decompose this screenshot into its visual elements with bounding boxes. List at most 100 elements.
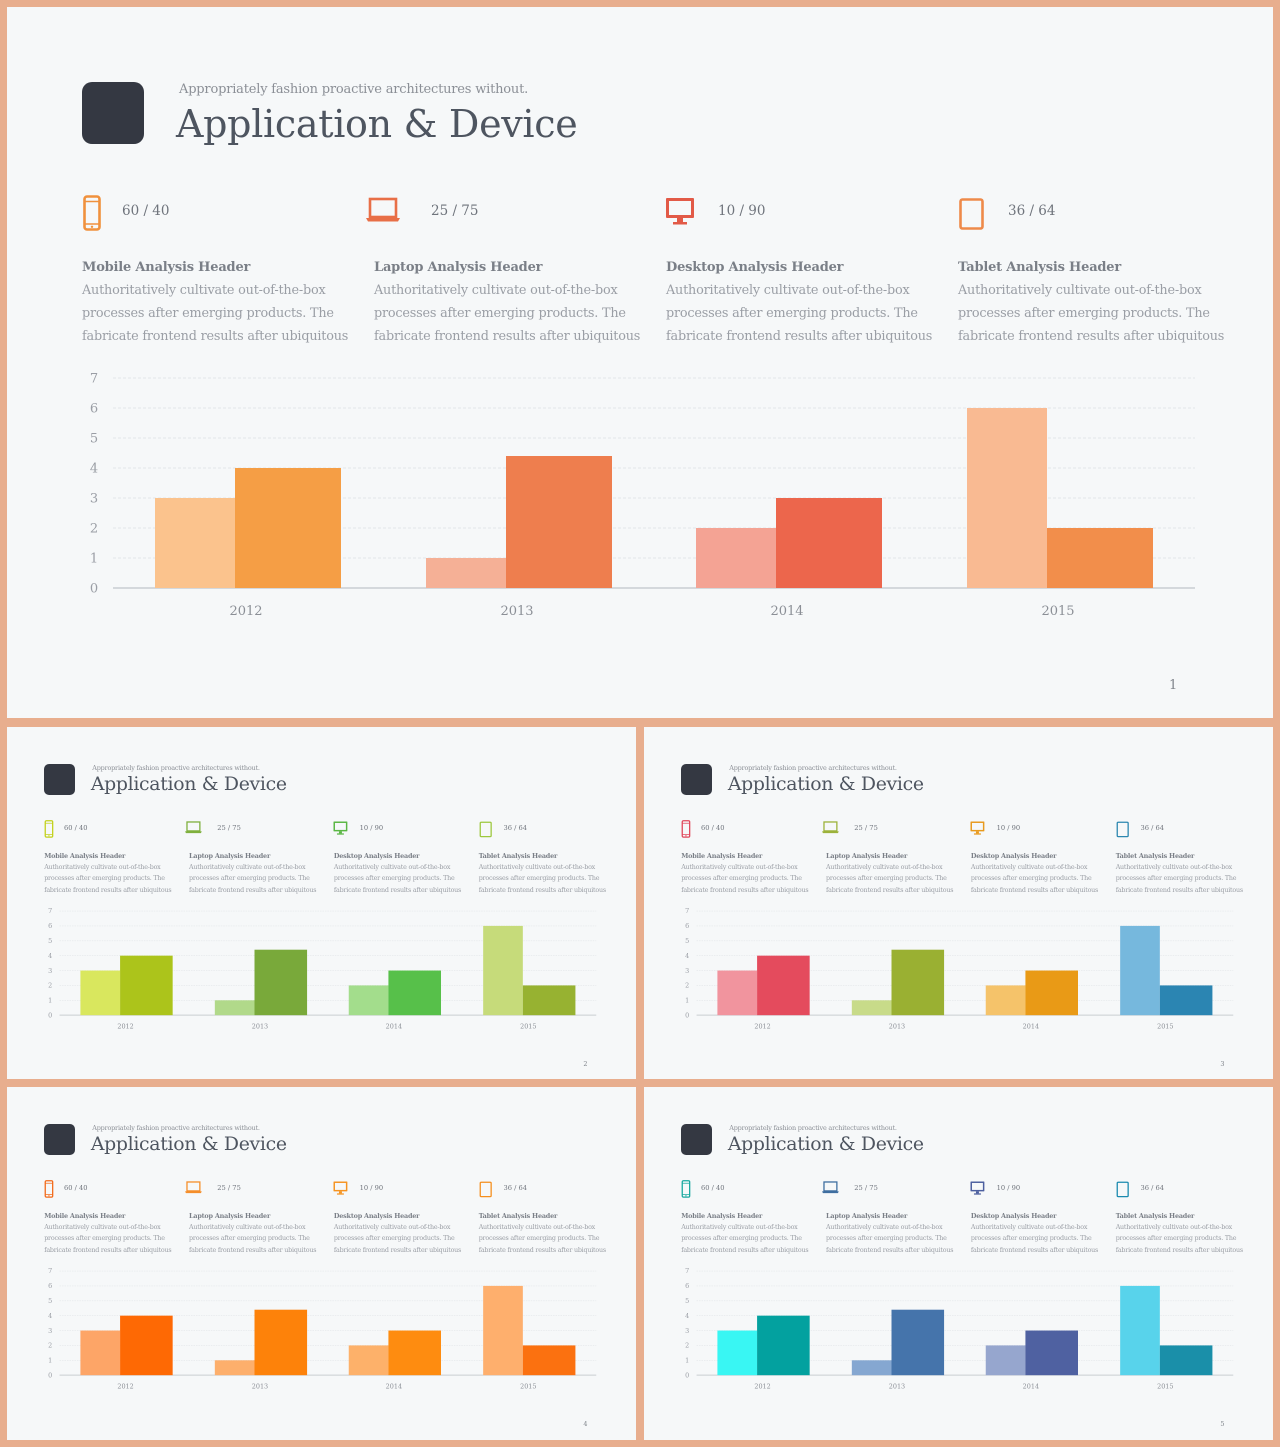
- slide-title: Application & Device: [90, 774, 287, 796]
- device-3: [970, 820, 990, 840]
- y-tick-label: 7: [685, 1267, 689, 1275]
- device-header: Laptop Analysis Header: [189, 1212, 271, 1221]
- device-description-line: fabricate frontend results after ubiquit…: [958, 329, 1225, 344]
- device-description-line: Authoritatively cultivate out-of-the-box: [333, 1223, 451, 1231]
- device-1: [681, 820, 701, 840]
- device-description-line: fabricate frontend results after ubiquit…: [970, 886, 1099, 894]
- device-description-line: Authoritatively cultivate out-of-the-box: [374, 283, 618, 298]
- device-header: Tablet Analysis Header: [1115, 852, 1195, 861]
- device-ratio: 60 / 40: [701, 1184, 725, 1193]
- logo-square: [681, 764, 712, 795]
- device-description-line: processes after emerging products. The: [189, 875, 310, 883]
- slide-5[interactable]: Appropriately fashion proactive architec…: [644, 1087, 1273, 1440]
- x-tick-label: 2014: [1023, 1383, 1039, 1391]
- device-description-line: processes after emerging products. The: [681, 875, 802, 883]
- x-tick-label: 2012: [754, 1023, 770, 1031]
- device-description-line: Authoritatively cultivate out-of-the-box: [826, 1223, 943, 1231]
- device-description-line: fabricate frontend results after ubiquit…: [970, 1246, 1099, 1254]
- x-tick-label: 2015: [1157, 1023, 1173, 1031]
- x-tick-label: 2013: [500, 604, 533, 619]
- laptop-icon: [822, 820, 842, 840]
- bar-series-1-2014: [696, 528, 776, 588]
- device-description-line: Authoritatively cultivate out-of-the-box: [826, 863, 943, 871]
- bar-series-2-2013: [254, 949, 308, 1016]
- bar-series-2-2013: [891, 1309, 945, 1376]
- device-header: Desktop Analysis Header: [666, 260, 844, 275]
- y-tick-label: 4: [48, 952, 52, 960]
- device-description-line: fabricate frontend results after ubiquit…: [826, 886, 954, 894]
- device-description-line: processes after emerging products. The: [333, 875, 455, 883]
- page-number: 4: [583, 1419, 588, 1428]
- bar-chart: 0 1 2 3 4 5 6 7 2012 2013 2014 2015: [7, 727, 635, 1079]
- bar-series-2-2014: [388, 1330, 441, 1376]
- bar-series-1-2014: [348, 1345, 389, 1376]
- device-description-line: fabricate frontend results after ubiquit…: [478, 1246, 606, 1254]
- bar-series-1-2015: [1120, 1285, 1160, 1376]
- bar-series-2-2014: [776, 498, 882, 588]
- bar-series-1-2012: [717, 970, 758, 1016]
- device-2: [366, 195, 406, 235]
- page-number: 2: [583, 1059, 588, 1068]
- device-description-line: fabricate frontend results after ubiquit…: [1115, 886, 1243, 894]
- y-tick-label: 5: [90, 432, 98, 447]
- slide-2[interactable]: Appropriately fashion proactive architec…: [7, 727, 636, 1079]
- device-description-line: Authoritatively cultivate out-of-the-box: [189, 863, 306, 871]
- device-ratio: 36 / 64: [1008, 203, 1056, 219]
- slide-3[interactable]: Appropriately fashion proactive architec…: [644, 727, 1273, 1079]
- bar-series-1-2015: [1120, 925, 1160, 1016]
- bar-series-2-2015: [522, 985, 576, 1016]
- bar-chart: 0 1 2 3 4 5 6 7 2012 2013 2014 2015: [7, 1087, 635, 1440]
- device-description-line: processes after emerging products. The: [826, 1235, 947, 1243]
- tablet-icon: [1116, 1180, 1136, 1200]
- x-tick-label: 2015: [520, 1383, 536, 1391]
- bar-chart: 0 1 2 3 4 5 6 7 2012 2013 2014 2015: [644, 727, 1272, 1079]
- mobile-phone-icon: [681, 820, 701, 840]
- y-tick-label: 2: [685, 982, 689, 990]
- device-description-line: Authoritatively cultivate out-of-the-box: [478, 1223, 596, 1231]
- y-tick-label: 3: [48, 1327, 52, 1335]
- device-description-line: Authoritatively cultivate out-of-the-box: [970, 863, 1088, 871]
- bar-chart: 0 1 2 3 4 5 6 7 2012 2013 2014 2015: [7, 7, 1273, 718]
- device-description-line: Authoritatively cultivate out-of-the-box: [970, 1223, 1088, 1231]
- device-1: [681, 1180, 701, 1200]
- device-description-line: fabricate frontend results after ubiquit…: [44, 886, 172, 894]
- y-tick-label: 2: [685, 1342, 689, 1350]
- device-2: [822, 1180, 842, 1200]
- bar-series-1-2013: [851, 1360, 892, 1376]
- y-tick-label: 0: [685, 1011, 689, 1019]
- y-tick-label: 6: [48, 922, 52, 930]
- device-description-line: processes after emerging products. The: [970, 875, 1092, 883]
- slide-4[interactable]: Appropriately fashion proactive architec…: [7, 1087, 636, 1440]
- y-tick-label: 7: [48, 907, 52, 915]
- device-ratio: 36 / 64: [1140, 1184, 1165, 1193]
- device-header: Desktop Analysis Header: [333, 1212, 420, 1221]
- device-description-line: processes after emerging products. The: [44, 1235, 165, 1243]
- device-description-line: processes after emerging products. The: [1115, 1235, 1237, 1243]
- y-tick-label: 4: [685, 1312, 689, 1320]
- device-description-line: processes after emerging products. The: [189, 1235, 310, 1243]
- device-ratio: 60 / 40: [122, 203, 170, 219]
- device-3: [333, 820, 353, 840]
- bar-series-1-2014: [985, 985, 1026, 1016]
- bar-series-2-2014: [1025, 1330, 1078, 1376]
- mobile-phone-icon: [82, 195, 122, 235]
- logo-square: [82, 82, 144, 144]
- device-2: [822, 820, 842, 840]
- bar-series-1-2013: [851, 1000, 892, 1016]
- x-tick-label: 2013: [889, 1023, 905, 1031]
- slide-1[interactable]: Appropriately fashion proactive architec…: [7, 7, 1273, 718]
- y-tick-label: 2: [48, 1342, 52, 1350]
- device-description-line: fabricate frontend results after ubiquit…: [681, 1246, 809, 1254]
- device-description-line: processes after emerging products. The: [970, 1235, 1092, 1243]
- tablet-icon: [479, 820, 499, 840]
- logo-square: [681, 1124, 712, 1155]
- device-header: Tablet Analysis Header: [958, 260, 1122, 275]
- page-number: 1: [1169, 678, 1178, 693]
- device-description-line: Authoritatively cultivate out-of-the-box: [44, 863, 161, 871]
- bar-series-2-2014: [1025, 970, 1078, 1016]
- device-ratio: 60 / 40: [64, 1184, 88, 1193]
- y-tick-label: 2: [48, 982, 52, 990]
- device-description-line: Authoritatively cultivate out-of-the-box: [189, 1223, 306, 1231]
- bar-series-2-2015: [1159, 985, 1213, 1016]
- device-ratio: 25 / 75: [217, 824, 241, 833]
